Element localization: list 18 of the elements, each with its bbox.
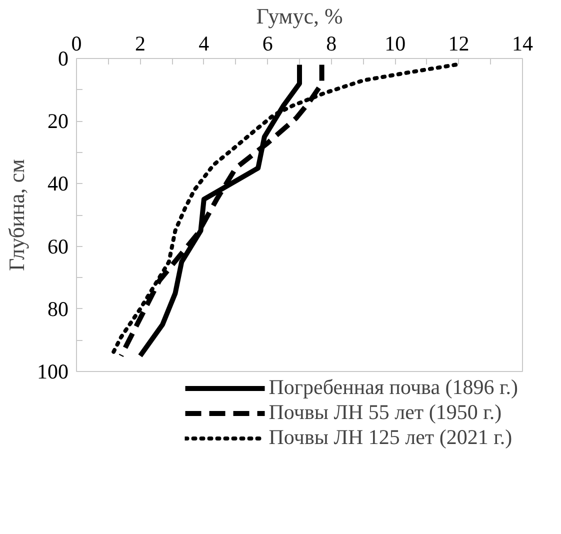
- x-tick-label: 12: [448, 32, 470, 56]
- y-tick-label: 80: [48, 296, 68, 321]
- x-tick-label: 2: [134, 32, 146, 56]
- x-tick-label: 6: [262, 32, 273, 56]
- y-tick-label: 40: [48, 172, 68, 196]
- x-axis-title: Гумус, %: [256, 4, 343, 28]
- legend-label: Почвы ЛН 125 лет (2021 г.): [268, 425, 512, 450]
- y-tick-label: 60: [48, 234, 68, 258]
- y-axis-title: Глубина, см: [4, 158, 29, 271]
- x-tick-label: 4: [198, 32, 210, 56]
- legend-label: Почвы ЛН 55 лет (1950 г.): [268, 400, 502, 425]
- x-tick-label: 8: [326, 32, 337, 56]
- legend-label: Погребенная почва (1896 г.): [268, 375, 518, 400]
- y-tick-label: 20: [48, 109, 68, 134]
- y-tick-label: 0: [58, 46, 68, 70]
- y-tick-label: 100: [37, 360, 68, 384]
- x-tick-label: 14: [512, 32, 534, 56]
- x-tick-label: 10: [384, 32, 406, 56]
